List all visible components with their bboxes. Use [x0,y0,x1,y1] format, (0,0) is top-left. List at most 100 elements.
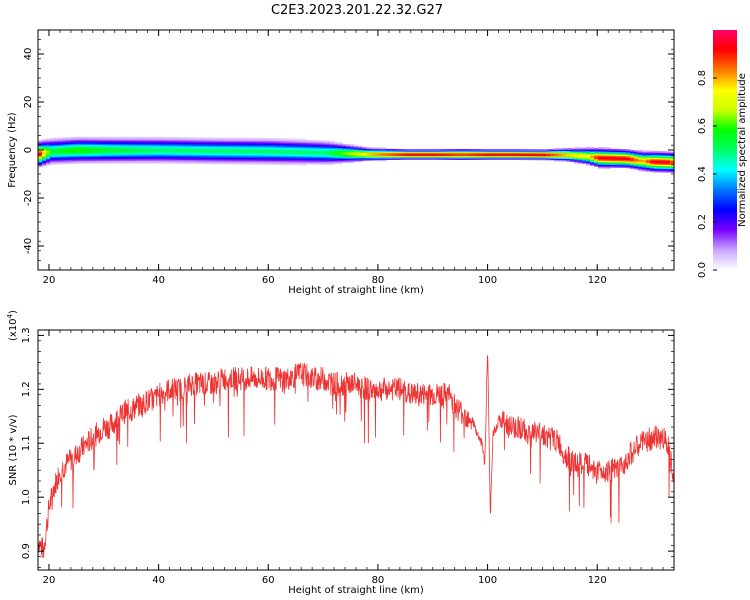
heatmap-cell [382,152,387,155]
heatmap-cell [514,150,519,153]
heatmap-cell [278,144,283,147]
heatmap-cell [106,160,111,163]
heatmap-cell [366,154,371,156]
heatmap-cell [262,143,267,145]
heatmap-cell [142,144,147,147]
heatmap-cell [434,149,439,151]
heatmap-cell [546,149,551,151]
heatmap-cell [298,150,303,153]
heatmap-cell [490,150,495,153]
heatmap-cell [182,147,187,150]
heatmap-cell [82,138,87,140]
heatmap-cell [590,155,595,157]
heatmap-cell [198,158,203,161]
heatmap-cell [590,157,595,160]
heatmap-cell [234,139,239,141]
heatmap-cell [538,153,543,155]
heatmap-cell [610,164,615,167]
heatmap-cell [414,151,419,154]
heatmap-cell [150,144,155,147]
heatmap-cell [226,149,231,152]
heatmap-cell [458,150,463,153]
heatmap-cell [386,148,391,151]
heatmap-cell [154,152,159,155]
heatmap-cell [614,164,619,167]
heatmap-cell [346,161,351,163]
heatmap-cell [250,158,255,161]
heatmap-cell [182,142,187,145]
heatmap-cell [286,163,291,166]
heatmap-cell [670,151,675,154]
heatmap-cell [602,164,607,167]
heatmap-cell [254,144,259,147]
heatmap-cell [310,144,315,146]
heatmap-cell [642,158,647,160]
heatmap-cell [294,157,299,159]
heatmap-cell [186,149,191,151]
heatmap-cell [78,160,83,163]
heatmap-cell [214,150,219,153]
heatmap-cell [290,159,295,162]
heatmap-cell [102,161,107,164]
heatmap-cell [354,160,359,162]
heatmap-cell [398,156,403,159]
heatmap-cell [262,148,267,151]
heatmap-cell [138,136,143,139]
heatmap-cell [74,159,79,162]
heatmap-cell [174,139,179,142]
heatmap-cell [190,143,195,146]
heatmap-cell [46,141,51,144]
heatmap-cell [254,156,259,159]
heatmap-cell [38,140,43,143]
heatmap-cell [114,143,119,146]
x-tick-label: 80 [372,575,385,586]
heatmap-cell [370,158,375,160]
heatmap-cell [634,158,639,161]
heatmap-cell [38,143,43,145]
heatmap-cell [226,145,231,148]
heatmap-cell [650,150,655,153]
heatmap-cell [602,155,607,157]
heatmap-cell [210,155,215,158]
heatmap-cell [614,152,619,155]
heatmap-cell [298,158,303,161]
heatmap-cell [54,152,59,155]
heatmap-cell [550,155,555,158]
heatmap-cell [638,166,643,169]
heatmap-cell [598,148,603,151]
heatmap-cell [510,155,515,158]
heatmap-cell [94,139,99,142]
heatmap-cell [242,150,247,153]
heatmap-cell [278,139,283,142]
heatmap-cell [510,154,515,157]
heatmap-cell [582,157,587,159]
heatmap-cell [246,148,251,151]
heatmap-cell [494,150,499,153]
heatmap-cell [146,139,151,142]
heatmap-cell [274,150,279,152]
heatmap-cell [618,154,623,156]
spectrogram-x-label: Height of straight line (km) [288,285,424,296]
heatmap-cell [550,158,555,161]
heatmap-cell [246,153,251,156]
heatmap-cell [590,163,595,165]
heatmap-cell [130,160,135,163]
heatmap-cell [70,159,75,162]
heatmap-cell [422,154,427,157]
heatmap-cell [310,162,315,165]
heatmap-cell [666,157,671,160]
heatmap-cell [74,150,79,152]
heatmap-cell [298,151,303,154]
heatmap-cell [46,146,51,149]
heatmap-cell [282,143,287,146]
heatmap-cell [38,162,43,165]
heatmap-cell [138,157,143,160]
heatmap-cell [482,158,487,160]
heatmap-cell [422,156,427,159]
heatmap-cell [142,160,147,163]
heatmap-cell [494,156,499,159]
heatmap-cell [426,151,431,154]
heatmap-cell [642,150,647,153]
heatmap-cell [610,160,615,163]
heatmap-cell [474,158,479,160]
